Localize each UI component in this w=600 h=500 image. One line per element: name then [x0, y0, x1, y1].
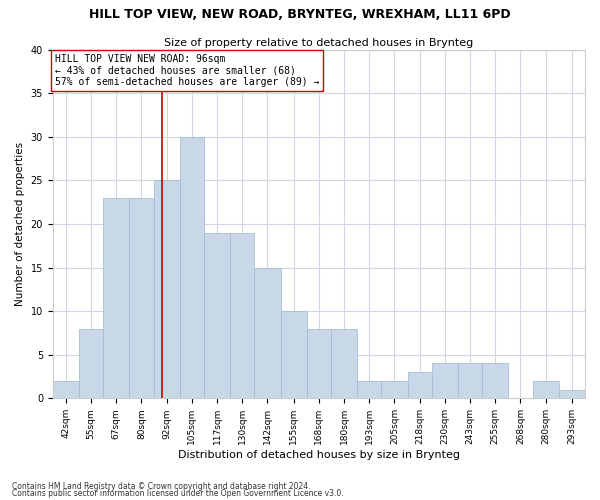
Bar	[130, 198, 154, 398]
Bar	[407, 372, 432, 398]
Bar	[154, 180, 180, 398]
Bar	[103, 198, 130, 398]
Bar	[331, 328, 357, 398]
Bar	[53, 381, 79, 398]
Bar	[254, 268, 281, 398]
Bar	[482, 364, 508, 398]
Bar	[204, 232, 230, 398]
Bar	[357, 381, 382, 398]
Bar	[281, 311, 307, 398]
Bar	[533, 381, 559, 398]
Bar	[432, 364, 458, 398]
Bar	[458, 364, 482, 398]
Bar	[307, 328, 331, 398]
Text: Contains public sector information licensed under the Open Government Licence v3: Contains public sector information licen…	[12, 489, 344, 498]
Y-axis label: Number of detached properties: Number of detached properties	[15, 142, 25, 306]
Bar	[180, 137, 204, 398]
Bar	[382, 381, 407, 398]
Title: Size of property relative to detached houses in Brynteg: Size of property relative to detached ho…	[164, 38, 473, 48]
Bar	[79, 328, 103, 398]
X-axis label: Distribution of detached houses by size in Brynteg: Distribution of detached houses by size …	[178, 450, 460, 460]
Bar	[559, 390, 585, 398]
Text: HILL TOP VIEW, NEW ROAD, BRYNTEG, WREXHAM, LL11 6PD: HILL TOP VIEW, NEW ROAD, BRYNTEG, WREXHA…	[89, 8, 511, 20]
Bar	[230, 232, 254, 398]
Text: Contains HM Land Registry data © Crown copyright and database right 2024.: Contains HM Land Registry data © Crown c…	[12, 482, 311, 491]
Text: HILL TOP VIEW NEW ROAD: 96sqm
← 43% of detached houses are smaller (68)
57% of s: HILL TOP VIEW NEW ROAD: 96sqm ← 43% of d…	[55, 54, 319, 87]
